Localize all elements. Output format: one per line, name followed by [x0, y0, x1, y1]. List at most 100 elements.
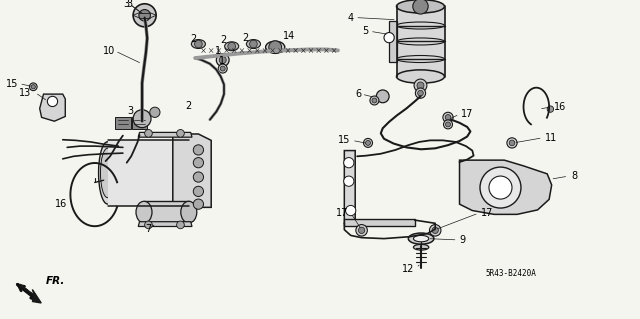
Circle shape	[216, 54, 229, 66]
Polygon shape	[344, 219, 415, 226]
Polygon shape	[138, 132, 192, 137]
Circle shape	[414, 79, 427, 92]
Text: 1: 1	[214, 46, 221, 56]
Circle shape	[356, 225, 367, 236]
Circle shape	[269, 41, 282, 54]
Polygon shape	[138, 222, 192, 226]
Circle shape	[507, 138, 517, 148]
Text: 4: 4	[347, 12, 353, 23]
Circle shape	[133, 110, 151, 128]
Text: 3: 3	[126, 0, 132, 9]
Circle shape	[415, 88, 426, 98]
Circle shape	[376, 90, 389, 103]
Text: 11: 11	[545, 133, 557, 143]
Text: 2: 2	[242, 33, 248, 43]
Circle shape	[29, 83, 37, 91]
Circle shape	[195, 40, 202, 48]
Text: 16: 16	[554, 102, 566, 112]
Text: 8: 8	[571, 171, 577, 181]
Circle shape	[250, 40, 257, 48]
Circle shape	[193, 172, 204, 182]
Ellipse shape	[183, 152, 195, 195]
Circle shape	[219, 56, 227, 63]
Circle shape	[150, 107, 160, 117]
Circle shape	[384, 33, 394, 43]
Polygon shape	[132, 117, 147, 129]
Text: 17: 17	[481, 208, 493, 218]
Circle shape	[417, 82, 424, 89]
Circle shape	[344, 176, 354, 186]
Ellipse shape	[397, 70, 445, 83]
Circle shape	[133, 4, 156, 27]
Text: 5: 5	[362, 26, 368, 36]
Polygon shape	[144, 201, 189, 223]
Text: 3: 3	[127, 106, 133, 116]
Circle shape	[193, 186, 204, 197]
Text: 14: 14	[283, 31, 295, 41]
Ellipse shape	[180, 141, 198, 205]
Ellipse shape	[180, 201, 197, 223]
Circle shape	[509, 140, 515, 146]
Circle shape	[145, 221, 152, 229]
Ellipse shape	[136, 201, 152, 223]
Circle shape	[365, 140, 371, 145]
Ellipse shape	[408, 233, 434, 244]
Ellipse shape	[413, 235, 429, 242]
Polygon shape	[460, 160, 552, 214]
Circle shape	[218, 64, 227, 73]
Text: 10: 10	[103, 46, 115, 56]
Circle shape	[31, 85, 35, 89]
Text: 5R43-B2420A: 5R43-B2420A	[485, 269, 536, 278]
Text: 2: 2	[186, 101, 192, 111]
Circle shape	[364, 138, 372, 147]
Polygon shape	[20, 284, 41, 303]
Ellipse shape	[266, 41, 285, 53]
Polygon shape	[108, 140, 189, 206]
Circle shape	[220, 66, 225, 71]
Circle shape	[139, 10, 150, 21]
Circle shape	[444, 120, 452, 129]
Text: 1: 1	[219, 56, 225, 66]
Text: 17: 17	[337, 208, 349, 218]
Text: 16: 16	[55, 199, 67, 209]
Text: 15: 15	[6, 78, 18, 89]
Ellipse shape	[99, 142, 116, 204]
Polygon shape	[115, 117, 131, 129]
Circle shape	[193, 199, 204, 209]
Ellipse shape	[397, 0, 445, 13]
Circle shape	[418, 90, 423, 96]
Circle shape	[429, 225, 441, 236]
Text: 13: 13	[19, 87, 31, 98]
Circle shape	[480, 167, 521, 208]
Text: 12: 12	[403, 263, 415, 274]
Circle shape	[445, 122, 451, 127]
Polygon shape	[344, 151, 355, 223]
Circle shape	[547, 106, 554, 112]
Text: FR.: FR.	[46, 276, 65, 286]
Circle shape	[344, 158, 354, 168]
Circle shape	[193, 158, 204, 168]
Text: 17: 17	[461, 109, 473, 119]
Circle shape	[445, 115, 451, 120]
Circle shape	[346, 205, 356, 216]
Polygon shape	[389, 21, 397, 62]
Circle shape	[47, 96, 58, 107]
Text: 6: 6	[355, 89, 362, 99]
Ellipse shape	[100, 148, 115, 198]
Ellipse shape	[225, 42, 239, 51]
Text: 7: 7	[145, 224, 152, 234]
Ellipse shape	[413, 244, 429, 250]
Circle shape	[413, 0, 428, 14]
Polygon shape	[397, 6, 445, 77]
Text: 9: 9	[460, 235, 466, 245]
Text: 2: 2	[220, 35, 227, 45]
Polygon shape	[173, 134, 211, 207]
Circle shape	[489, 176, 512, 199]
Circle shape	[193, 145, 204, 155]
Circle shape	[358, 227, 365, 234]
Circle shape	[432, 227, 438, 234]
Ellipse shape	[246, 40, 260, 48]
Polygon shape	[40, 94, 65, 121]
Circle shape	[372, 98, 377, 103]
Text: 3: 3	[123, 0, 129, 9]
